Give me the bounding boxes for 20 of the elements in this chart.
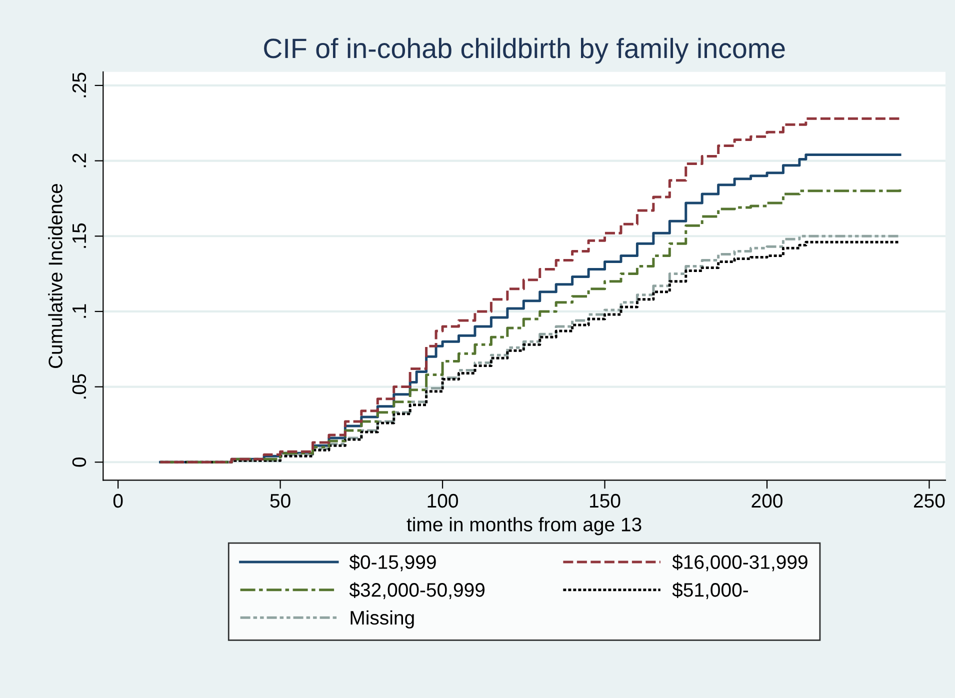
legend-label: Missing [350,610,414,629]
x-tick-label: 50 [270,494,290,508]
y-axis-title: Cumulative Incidence [48,184,62,368]
y-tick-label: .1 [72,304,86,318]
x-tick-label: 200 [752,494,782,508]
x-tick-label: 150 [590,494,620,508]
legend-label: $0-15,999 [349,554,436,572]
legend-label: $16,000-31,999 [672,554,808,572]
y-tick-label: .15 [72,223,86,248]
x-tick-label: 250 [914,494,945,508]
y-tick-label: .25 [72,72,86,98]
y-tick-label: 0 [72,457,86,467]
legend-label: $51,000- [672,582,748,600]
y-tick-label: .2 [72,154,86,168]
chart-title: CIF of in-cohab childbirth by family income [264,38,785,64]
x-axis-title: time in months from age 13 [406,517,642,536]
x-tick-label: 0 [113,494,123,508]
y-tick-label: .05 [72,374,86,399]
x-tick-label: 100 [428,494,458,508]
legend-label: $32,000-50,999 [349,582,484,600]
